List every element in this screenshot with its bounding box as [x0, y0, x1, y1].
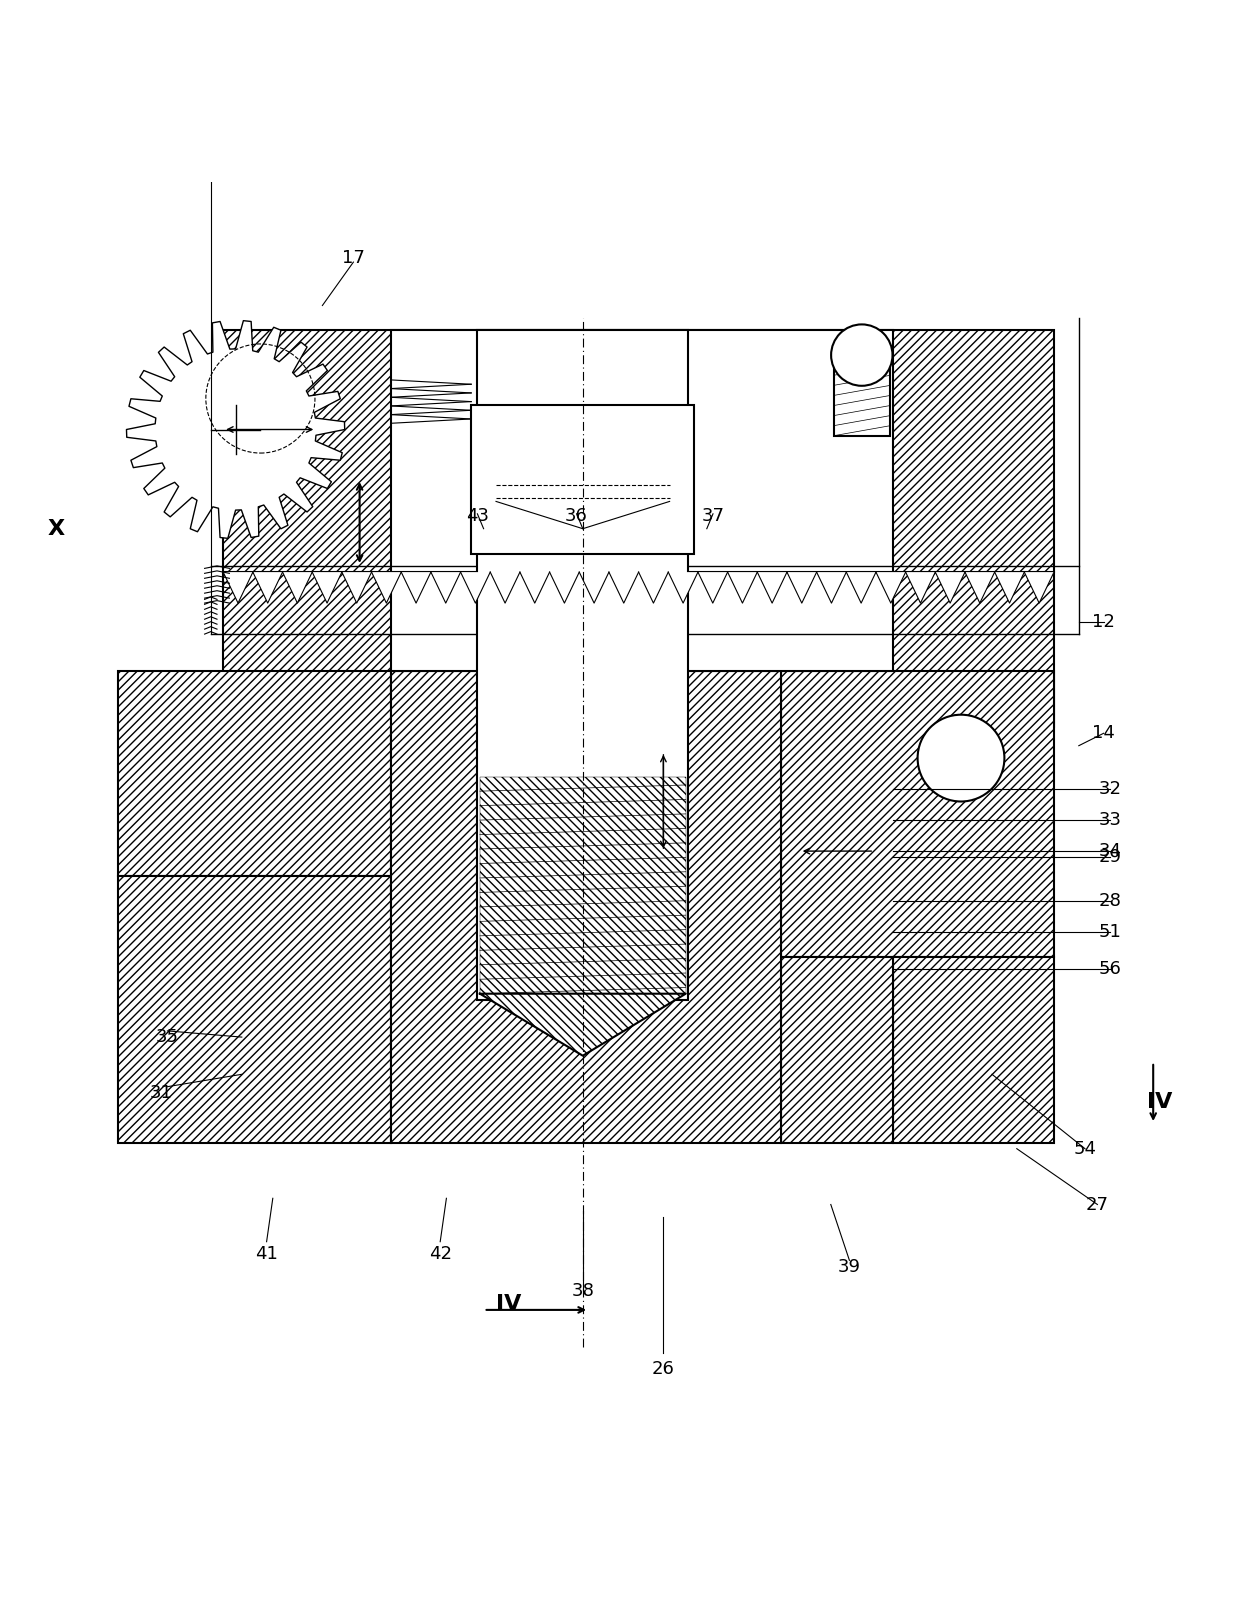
Text: 14: 14	[1092, 725, 1115, 742]
Text: 33: 33	[1099, 811, 1121, 829]
Bar	[833, 356, 890, 436]
Polygon shape	[283, 572, 312, 603]
Text: 54: 54	[1074, 1140, 1096, 1157]
Text: 34: 34	[1099, 842, 1121, 861]
Text: 42: 42	[429, 1246, 451, 1263]
Polygon shape	[480, 994, 686, 1056]
Polygon shape	[781, 672, 1054, 957]
Polygon shape	[817, 572, 846, 603]
Polygon shape	[758, 572, 787, 603]
Text: 56: 56	[1099, 960, 1121, 978]
Polygon shape	[935, 572, 965, 603]
Circle shape	[918, 715, 1004, 802]
Polygon shape	[609, 572, 639, 603]
Polygon shape	[342, 572, 372, 603]
Polygon shape	[781, 957, 893, 1143]
Polygon shape	[126, 321, 345, 539]
Polygon shape	[846, 572, 875, 603]
Polygon shape	[391, 672, 781, 1143]
Polygon shape	[372, 572, 402, 603]
Polygon shape	[253, 572, 283, 603]
Polygon shape	[520, 572, 549, 603]
Bar	[391, 330, 893, 672]
Polygon shape	[668, 572, 698, 603]
Text: 51: 51	[1099, 923, 1121, 941]
Polygon shape	[639, 572, 668, 603]
Polygon shape	[1024, 572, 1054, 603]
Text: 12: 12	[1092, 612, 1115, 630]
Text: 41: 41	[255, 1246, 278, 1263]
Text: X: X	[47, 519, 64, 539]
Text: 26: 26	[652, 1361, 675, 1379]
Text: 17: 17	[342, 250, 365, 268]
Polygon shape	[480, 777, 686, 994]
Text: 37: 37	[702, 507, 724, 526]
Circle shape	[831, 324, 893, 386]
Polygon shape	[698, 572, 728, 603]
Text: 35: 35	[156, 1028, 179, 1047]
Polygon shape	[480, 994, 686, 1056]
Polygon shape	[312, 572, 342, 603]
Bar	[477, 330, 688, 1000]
Polygon shape	[223, 572, 253, 603]
Polygon shape	[432, 572, 460, 603]
Polygon shape	[579, 572, 609, 603]
Polygon shape	[118, 672, 391, 875]
Polygon shape	[965, 572, 994, 603]
Polygon shape	[549, 572, 579, 603]
Polygon shape	[893, 957, 1054, 1143]
Text: 27: 27	[1086, 1196, 1109, 1213]
Polygon shape	[905, 572, 935, 603]
Text: 28: 28	[1099, 891, 1121, 909]
Polygon shape	[994, 572, 1024, 603]
Text: 32: 32	[1099, 781, 1121, 798]
Text: 29: 29	[1099, 848, 1121, 866]
Polygon shape	[875, 572, 905, 603]
Polygon shape	[402, 572, 430, 603]
Text: 31: 31	[150, 1084, 172, 1101]
Text: 39: 39	[838, 1257, 861, 1276]
Text: 36: 36	[565, 507, 588, 526]
Text: 43: 43	[466, 507, 489, 526]
Polygon shape	[490, 572, 520, 603]
Polygon shape	[118, 875, 391, 1143]
Polygon shape	[787, 572, 817, 603]
Text: 38: 38	[572, 1282, 594, 1300]
Polygon shape	[223, 330, 1054, 728]
Text: IV: IV	[496, 1294, 521, 1314]
Bar	[471, 404, 694, 553]
Polygon shape	[728, 572, 758, 603]
Text: IV: IV	[1147, 1092, 1172, 1111]
Polygon shape	[460, 572, 490, 603]
